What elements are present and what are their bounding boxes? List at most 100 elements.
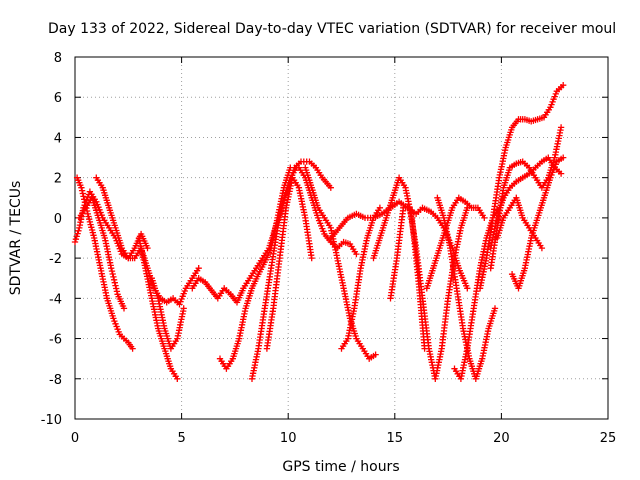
data-point bbox=[454, 262, 462, 269]
data-point bbox=[88, 194, 96, 201]
data-point bbox=[501, 179, 509, 186]
data-point bbox=[73, 233, 80, 240]
data-point bbox=[430, 262, 438, 269]
data-point bbox=[393, 182, 400, 189]
data-point bbox=[514, 199, 522, 206]
data-point bbox=[464, 285, 471, 292]
data-point bbox=[375, 237, 383, 244]
data-point bbox=[544, 184, 551, 191]
data-point bbox=[153, 290, 160, 297]
y-tick-label: -4 bbox=[49, 292, 62, 307]
data-point bbox=[307, 192, 315, 199]
data-point bbox=[532, 222, 539, 229]
data-point bbox=[105, 204, 113, 211]
series-track-14 bbox=[338, 204, 384, 352]
data-point bbox=[544, 182, 552, 189]
data-point bbox=[174, 375, 181, 382]
data-point bbox=[243, 302, 250, 310]
data-point bbox=[100, 232, 108, 239]
data-point bbox=[79, 190, 86, 197]
data-point bbox=[306, 189, 314, 196]
data-point bbox=[434, 249, 442, 257]
data-point bbox=[113, 288, 121, 295]
data-point bbox=[164, 355, 171, 362]
series-track-20 bbox=[476, 82, 567, 292]
series-line bbox=[426, 196, 485, 289]
data-point bbox=[248, 285, 256, 292]
data-point bbox=[498, 219, 506, 227]
data-point bbox=[78, 184, 85, 191]
data-point bbox=[427, 272, 434, 279]
data-point bbox=[161, 345, 168, 352]
data-point bbox=[376, 234, 384, 242]
data-point bbox=[496, 207, 503, 214]
data-point bbox=[491, 307, 498, 315]
data-point bbox=[312, 207, 319, 214]
data-point bbox=[532, 219, 540, 227]
data-point bbox=[458, 222, 465, 229]
data-point bbox=[162, 330, 170, 337]
data-point bbox=[232, 347, 239, 355]
data-point bbox=[245, 295, 252, 302]
data-point bbox=[110, 273, 117, 281]
data-point bbox=[372, 351, 379, 358]
data-point bbox=[515, 285, 522, 292]
y-tick-label: 2 bbox=[54, 172, 62, 187]
data-point bbox=[105, 202, 112, 209]
data-point bbox=[538, 244, 546, 252]
data-point bbox=[162, 347, 169, 355]
data-point bbox=[101, 189, 108, 196]
data-point bbox=[92, 207, 100, 214]
data-point bbox=[516, 280, 524, 287]
data-point bbox=[104, 199, 111, 206]
axis-ticks: 0 5 10 15 20 25 -10 -8 -6 -4 -2 0 2 4 6 8 bbox=[41, 51, 617, 446]
data-point bbox=[438, 207, 445, 214]
data-point bbox=[516, 204, 523, 211]
series-track-7 bbox=[189, 158, 334, 306]
data-point bbox=[318, 222, 325, 230]
data-point bbox=[144, 244, 151, 252]
data-point bbox=[462, 280, 469, 287]
data-point bbox=[96, 217, 103, 224]
data-point bbox=[302, 164, 309, 171]
data-point bbox=[380, 222, 388, 229]
data-series bbox=[71, 82, 567, 382]
data-point bbox=[430, 265, 437, 272]
y-tick-label: 0 bbox=[54, 212, 62, 227]
data-point bbox=[424, 282, 431, 289]
data-point bbox=[162, 350, 170, 357]
data-point bbox=[104, 297, 111, 304]
data-point bbox=[546, 177, 553, 184]
data-point bbox=[163, 353, 171, 360]
data-point bbox=[180, 305, 187, 312]
data-point bbox=[100, 229, 107, 237]
data-point bbox=[447, 209, 454, 217]
x-axis-label: GPS time / hours bbox=[282, 459, 399, 475]
data-point bbox=[385, 207, 392, 214]
data-point bbox=[103, 295, 111, 302]
series-track-23 bbox=[493, 194, 546, 252]
data-point bbox=[460, 217, 467, 224]
data-point bbox=[367, 224, 374, 232]
y-tick-label: -8 bbox=[49, 373, 62, 388]
data-point bbox=[462, 209, 469, 217]
data-point bbox=[538, 202, 545, 209]
data-point bbox=[497, 204, 504, 211]
data-point bbox=[90, 199, 97, 206]
data-point bbox=[540, 194, 548, 201]
data-point bbox=[87, 221, 94, 228]
data-point bbox=[495, 229, 502, 237]
data-point bbox=[113, 285, 120, 292]
data-point bbox=[248, 287, 255, 294]
data-point bbox=[108, 265, 115, 272]
data-point bbox=[310, 199, 317, 206]
data-point bbox=[536, 209, 543, 217]
data-point bbox=[518, 275, 525, 282]
data-point bbox=[557, 124, 565, 131]
data-point bbox=[115, 234, 122, 242]
data-point bbox=[97, 222, 105, 229]
data-point bbox=[389, 194, 396, 201]
data-point bbox=[113, 323, 120, 330]
data-point bbox=[99, 227, 106, 234]
